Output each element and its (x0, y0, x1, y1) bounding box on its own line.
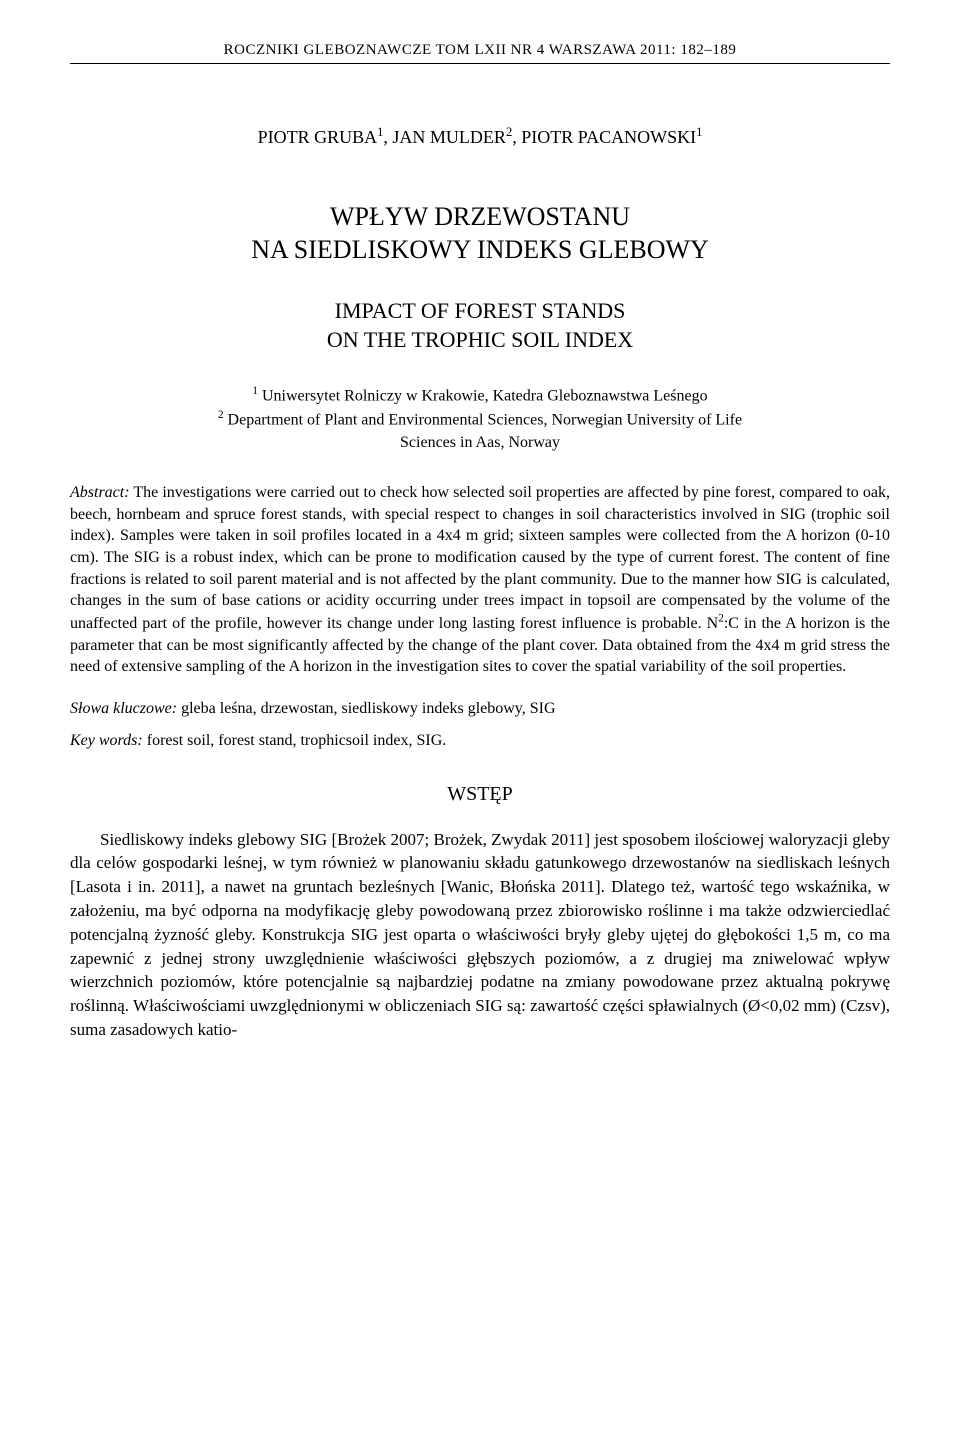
slowa-kluczowe-text: gleba leśna, drzewostan, siedliskowy ind… (177, 700, 555, 717)
section-title-wstep: WSTĘP (70, 781, 890, 808)
slowa-kluczowe-label: Słowa kluczowe: (70, 700, 177, 717)
title-polish: WPŁYW DRZEWOSTANUNA SIEDLISKOWY INDEKS G… (70, 200, 890, 268)
keywords-label: Key words: (70, 732, 143, 749)
introduction-paragraph: Siedliskowy indeks glebowy SIG [Brożek 2… (70, 828, 890, 1042)
affiliations: 1 Uniwersytet Rolniczy w Krakowie, Kated… (70, 384, 890, 454)
keywords-english: Key words: forest soil, forest stand, tr… (70, 730, 890, 752)
keywords-polish: Słowa kluczowe: gleba leśna, drzewostan,… (70, 698, 890, 720)
title-english: IMPACT OF FOREST STANDSON THE TROPHIC SO… (70, 297, 890, 354)
authors: PIOTR GRUBA1, JAN MULDER2, PIOTR PACANOW… (70, 124, 890, 149)
abstract: Abstract: The investigations were carrie… (70, 482, 890, 678)
keywords-text: forest soil, forest stand, trophicsoil i… (143, 732, 447, 749)
abstract-label: Abstract: (70, 484, 130, 501)
journal-header: ROCZNIKI GLEBOZNAWCZE TOM LXII NR 4 WARS… (70, 40, 890, 64)
abstract-text: The investigations were carried out to c… (70, 484, 890, 675)
